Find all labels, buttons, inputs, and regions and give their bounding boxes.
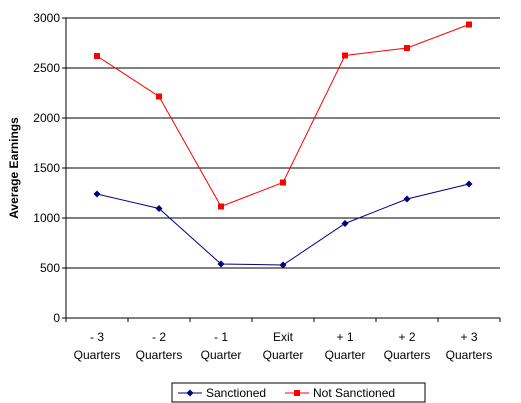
y-tick-label: 1000 <box>33 211 60 225</box>
y-tick-label: 0 <box>53 311 60 325</box>
data-point-diamond <box>155 205 163 212</box>
data-point-square <box>342 52 348 59</box>
x-tick-label: - 3 <box>90 330 104 344</box>
y-tick-label: 500 <box>40 261 60 275</box>
data-point-square <box>94 53 100 59</box>
data-point-diamond <box>93 190 101 198</box>
x-tick-labels: - 3 Quarters - 2 Quarters - 1 Quarter Exit Quar… <box>74 330 493 362</box>
data-point-diamond <box>403 195 411 203</box>
legend: Sanctioned Not Sanctioned <box>171 382 426 403</box>
x-tick-label: + 2 <box>398 330 415 344</box>
x-tick-label: - 2 <box>152 330 166 344</box>
y-tick-label: 2500 <box>33 61 60 75</box>
legend-label-1: Not Sanctioned <box>313 386 395 400</box>
x-tick-label: Quarter <box>325 348 366 362</box>
data-point-diamond <box>217 260 225 268</box>
y-tick-label: 1500 <box>33 161 60 175</box>
legend-marker-square <box>294 390 300 396</box>
x-tick-label: + 3 <box>460 330 477 344</box>
x-tick-label: + 1 <box>336 330 353 344</box>
series-group <box>93 21 473 269</box>
x-tick-label: Quarters <box>136 348 183 362</box>
axes <box>62 17 501 322</box>
series-line-0 <box>96 183 470 266</box>
data-point-square <box>156 93 162 100</box>
data-point-square <box>218 203 224 210</box>
x-tick-label: Quarters <box>74 348 121 362</box>
x-tick-label: Quarters <box>384 348 431 362</box>
data-point-square <box>404 45 410 51</box>
y-tick-labels: 0 500 1000 1500 2000 2500 3000 <box>33 11 60 325</box>
series-line-1 <box>96 24 470 208</box>
x-tick-label: Quarter <box>263 348 304 362</box>
gridlines <box>66 17 500 269</box>
data-point-diamond <box>465 180 473 188</box>
x-tick-label: Exit <box>273 330 294 344</box>
x-tick-label: Quarter <box>201 348 242 362</box>
y-axis-label: Average Earnings <box>7 117 21 219</box>
data-point-diamond <box>341 220 349 227</box>
data-point-square <box>466 21 472 28</box>
data-point-diamond <box>279 261 287 269</box>
x-tick-label: - 1 <box>214 330 228 344</box>
legend-marker-diamond <box>186 389 194 397</box>
y-tick-label: 2000 <box>33 111 60 125</box>
x-tick-label: Quarters <box>446 348 493 362</box>
legend-label-0: Sanctioned <box>206 386 266 400</box>
data-point-square <box>280 179 286 186</box>
y-tick-label: 3000 <box>33 11 60 25</box>
